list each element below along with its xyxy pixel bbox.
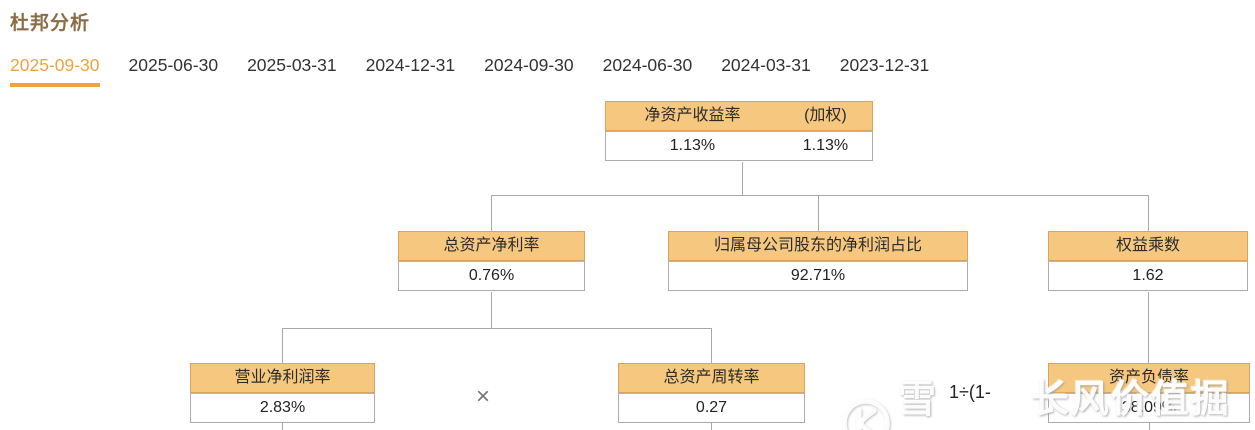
connector-drop-asset-turnover: [711, 328, 712, 363]
node-debt-to-asset-ratio: 资产负债率 38.09%: [1048, 363, 1250, 423]
connector-root-down: [742, 162, 743, 195]
node-total-asset-turnover-value: 0.27: [618, 393, 805, 423]
node-roe: 净资产收益率 (加权) 1.13% 1.13%: [605, 101, 873, 161]
divide-formula-text: 1÷(1-: [949, 382, 991, 402]
connector-level2-horizontal: [491, 195, 1149, 196]
tab-2024-12-31[interactable]: 2024-12-31: [365, 55, 456, 75]
node-roe-title: 净资产收益率: [644, 107, 741, 124]
node-roe-value-weighted: 1.13%: [802, 137, 849, 154]
node-total-asset-turnover-title: 总资产周转率: [618, 363, 805, 393]
tab-2025-06-30[interactable]: 2025-06-30: [128, 55, 219, 75]
node-equity-multiplier: 权益乘数 1.62: [1048, 231, 1248, 291]
node-total-asset-turnover: 总资产周转率 0.27: [618, 363, 805, 423]
node-operating-net-margin-value: 2.83%: [190, 393, 375, 423]
node-total-asset-net-profit-rate-value: 0.76%: [398, 261, 585, 291]
node-parent-net-profit-share-title: 归属母公司股东的净利润占比: [668, 231, 968, 261]
connector-drop-equity-multiplier: [1148, 195, 1149, 231]
node-parent-net-profit-share: 归属母公司股东的净利润占比 92.71%: [668, 231, 968, 291]
connector-stub-net-margin: [282, 423, 283, 430]
connector-stub-debt-ratio: [1149, 423, 1150, 430]
connector-equity-to-debt-ratio: [1148, 292, 1149, 363]
tab-2025-09-30[interactable]: 2025-09-30: [10, 55, 100, 87]
connector-drop-roa: [491, 195, 492, 231]
node-equity-multiplier-value: 1.62: [1048, 261, 1248, 291]
node-roe-values: 1.13% 1.13%: [605, 131, 873, 161]
multiply-operator: ×: [476, 383, 491, 410]
node-equity-multiplier-title: 权益乘数: [1048, 231, 1248, 261]
node-total-asset-net-profit-rate: 总资产净利率 0.76%: [398, 231, 585, 291]
node-roe-header: 净资产收益率 (加权): [605, 101, 873, 131]
connector-roa-down: [491, 292, 492, 328]
node-operating-net-margin-title: 营业净利润率: [190, 363, 375, 393]
tab-2024-09-30[interactable]: 2024-09-30: [484, 55, 574, 75]
tab-2024-06-30[interactable]: 2024-06-30: [602, 55, 693, 75]
node-roe-title-note: (加权): [804, 107, 847, 124]
node-roe-value: 1.13%: [669, 137, 716, 154]
connector-stub-asset-turnover: [711, 423, 712, 430]
tab-2024-03-31[interactable]: 2024-03-31: [721, 55, 811, 75]
connector-level3-horizontal: [282, 328, 712, 329]
node-parent-net-profit-share-value: 92.71%: [668, 261, 968, 291]
node-operating-net-margin: 营业净利润率 2.83%: [190, 363, 375, 423]
tab-2025-03-31[interactable]: 2025-03-31: [247, 55, 337, 75]
tab-2023-12-31[interactable]: 2023-12-31: [839, 55, 930, 75]
node-debt-to-asset-ratio-value: 38.09%: [1048, 393, 1250, 423]
node-debt-to-asset-ratio-title: 资产负债率: [1048, 363, 1250, 393]
connector-drop-parent-share: [818, 195, 819, 231]
connector-drop-net-margin: [282, 328, 283, 363]
xueqiu-logo-icon: [842, 399, 890, 430]
node-total-asset-net-profit-rate-title: 总资产净利率: [398, 231, 585, 261]
date-tabs: 2025-09-30 2025-06-30 2025-03-31 2024-12…: [10, 55, 929, 87]
page-title: 杜邦分析: [10, 13, 91, 34]
